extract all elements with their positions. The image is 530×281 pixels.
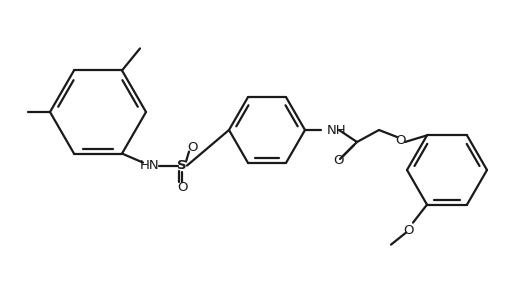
Text: O: O [396,133,407,146]
Text: O: O [176,181,187,194]
Text: O: O [187,141,197,154]
Text: HN: HN [140,159,160,172]
Text: O: O [334,153,344,167]
Text: O: O [404,224,414,237]
Text: S: S [177,159,187,172]
Text: NH: NH [327,124,347,137]
